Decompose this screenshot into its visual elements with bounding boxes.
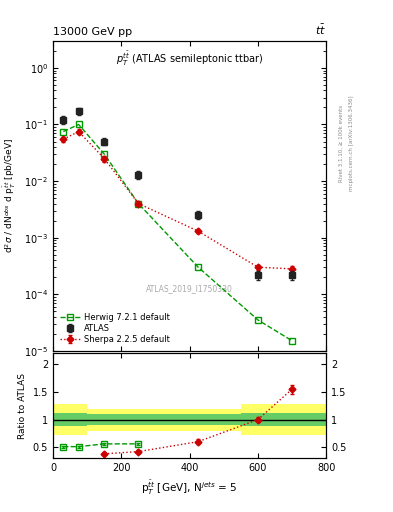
Text: 13000 GeV pp: 13000 GeV pp [53,27,132,37]
Text: mcplots.cern.ch [arXiv:1306.3436]: mcplots.cern.ch [arXiv:1306.3436] [349,96,354,191]
X-axis label: p$^{\bar{t}t}_T$ [GeV], N$^{jets}$ = 5: p$^{\bar{t}t}_T$ [GeV], N$^{jets}$ = 5 [141,479,238,497]
Herwig 7.2.1 default [102,151,107,157]
Herwig 7.2.1 default [61,129,66,135]
Herwig 7.2.1 default [196,264,200,270]
Legend: Herwig 7.2.1 default, ATLAS, Sherpa 2.2.5 default: Herwig 7.2.1 default, ATLAS, Sherpa 2.2.… [57,310,172,347]
Herwig 7.2.1 default [290,338,294,344]
Herwig 7.2.1 default [255,317,260,323]
Text: $t\bar{t}$: $t\bar{t}$ [315,23,326,37]
Y-axis label: Ratio to ATLAS: Ratio to ATLAS [18,373,27,439]
Herwig 7.2.1 default [76,121,81,127]
Line: Herwig 7.2.1 default: Herwig 7.2.1 default [60,121,295,344]
Herwig 7.2.1 default [136,201,141,207]
Y-axis label: d$^2\sigma$ / dN$^{obs}$ d p$^{\bar{t}t}_T$ [pb/GeV]: d$^2\sigma$ / dN$^{obs}$ d p$^{\bar{t}t}… [2,138,18,253]
Text: $p_T^{t\bar{t}}$ (ATLAS semileptonic ttbar): $p_T^{t\bar{t}}$ (ATLAS semileptonic ttb… [116,50,263,69]
Text: ATLAS_2019_I1750330: ATLAS_2019_I1750330 [146,284,233,293]
Text: Rivet 3.1.10, ≥ 100k events: Rivet 3.1.10, ≥ 100k events [339,105,344,182]
